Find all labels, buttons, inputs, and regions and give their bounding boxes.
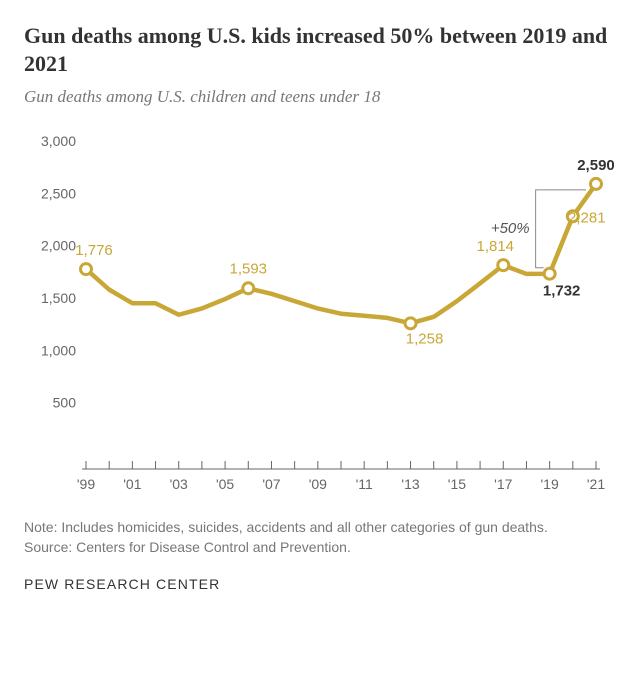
x-tick-label: '01 (123, 476, 141, 492)
line-chart-svg: 500 1,000 1,500 2,000 2,500 3,000 '99 '01 '03 '05… (24, 121, 614, 501)
x-tick-label: '17 (494, 476, 512, 492)
data-label: 1,258 (406, 330, 444, 347)
chart-title: Gun deaths among U.S. kids increased 50%… (24, 22, 616, 77)
data-label: 1,593 (229, 260, 267, 277)
chart-subtitle: Gun deaths among U.S. children and teens… (24, 87, 616, 107)
y-tick-label: 3,000 (41, 133, 76, 149)
x-tick-label: '03 (170, 476, 188, 492)
callout-label: +50% (491, 220, 530, 237)
data-line (86, 184, 596, 323)
data-marker (498, 260, 509, 271)
data-marker (544, 268, 555, 279)
x-tick-label: '07 (262, 476, 280, 492)
chart-note: Note: Includes homicides, suicides, acci… (24, 517, 616, 537)
callout-bracket (536, 190, 586, 268)
y-tick-label: 1,000 (41, 342, 76, 358)
footer-org: PEW RESEARCH CENTER (24, 576, 616, 592)
x-tick-label: '15 (448, 476, 466, 492)
chart-source: Source: Centers for Disease Control and … (24, 537, 616, 557)
data-marker (81, 264, 92, 275)
data-label: 1,776 (75, 242, 113, 259)
x-tick-label: '99 (77, 476, 95, 492)
y-tick-label: 500 (53, 395, 77, 411)
y-tick-label: 2,500 (41, 185, 76, 201)
y-tick-label: 1,500 (41, 290, 76, 306)
y-tick-label: 2,000 (41, 238, 76, 254)
data-label: 1,732 (543, 283, 581, 300)
x-tick-label: '09 (309, 476, 327, 492)
data-label: 2,590 (577, 157, 614, 174)
x-tick-label: '05 (216, 476, 234, 492)
x-tick-label: '19 (541, 476, 559, 492)
x-tick-label: '11 (356, 476, 373, 492)
x-tick-label: '21 (587, 476, 605, 492)
data-label: 1,814 (476, 238, 514, 255)
data-marker (243, 283, 254, 294)
data-marker (405, 318, 416, 329)
data-marker (591, 178, 602, 189)
data-label: 2,281 (568, 209, 606, 226)
x-tick-label: '13 (401, 476, 419, 492)
chart-area: 500 1,000 1,500 2,000 2,500 3,000 '99 '01 '03 '05… (24, 121, 616, 501)
